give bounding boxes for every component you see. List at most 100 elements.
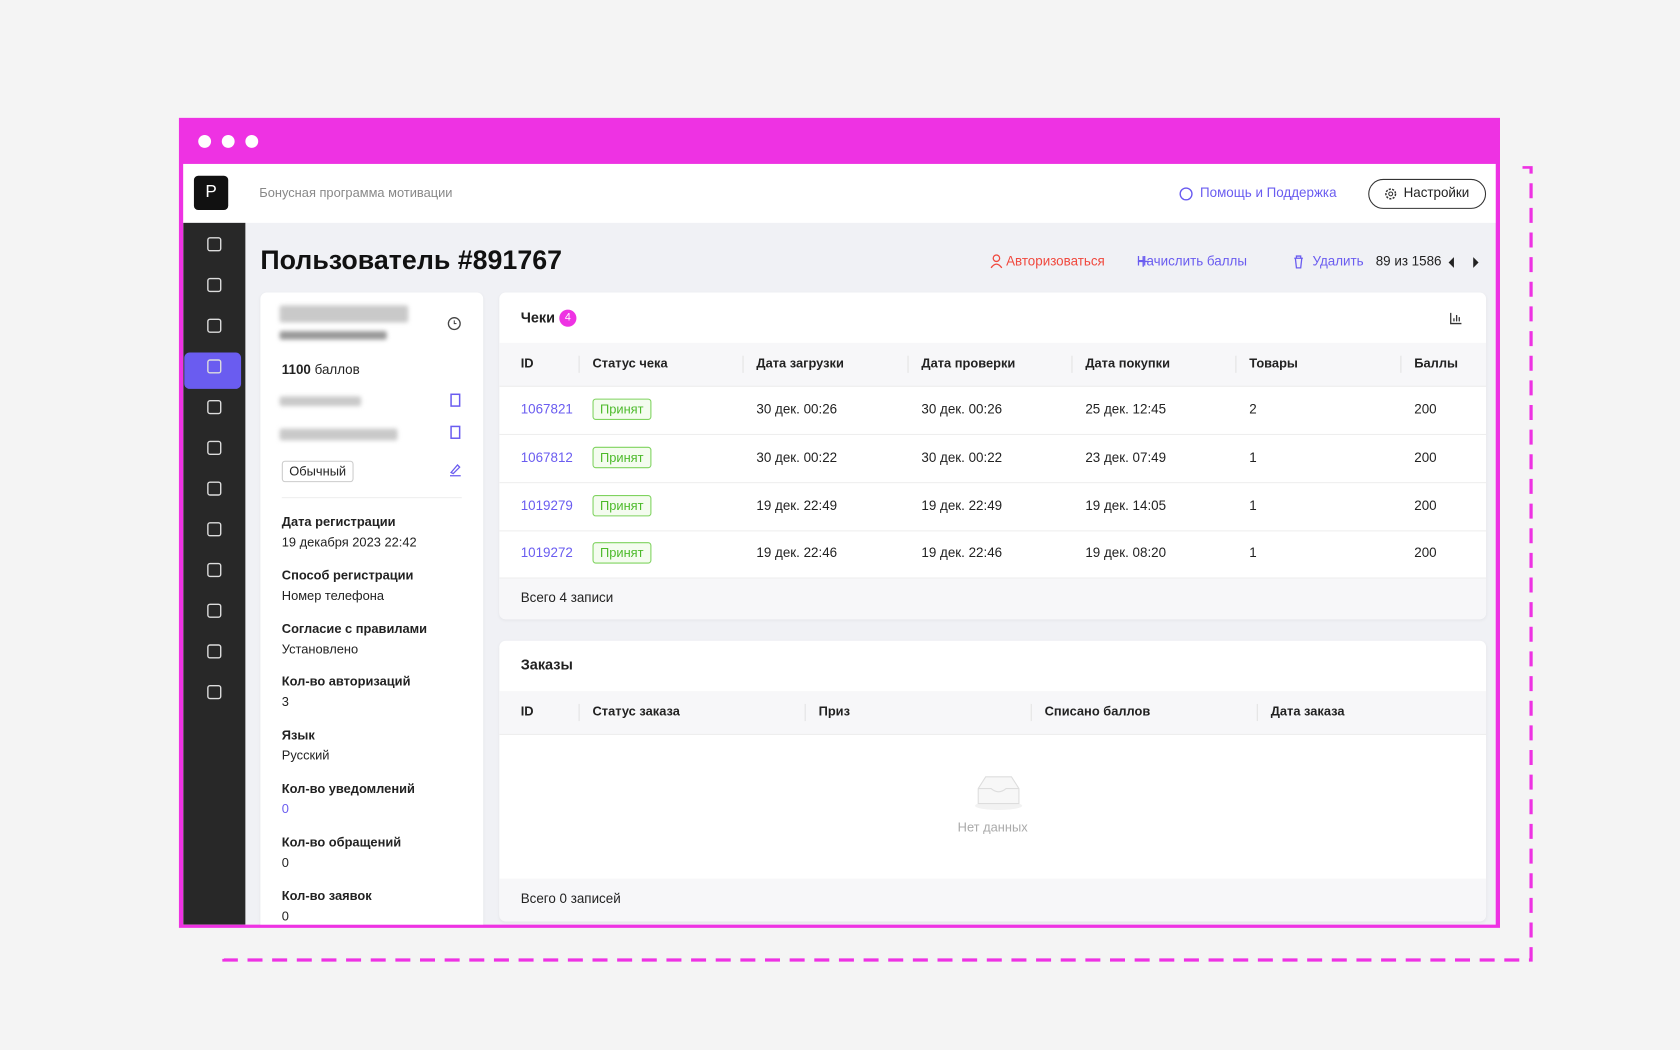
receipt-id-link[interactable]: 1019279 — [520, 497, 573, 513]
cell: 19 дек. 22:46 — [756, 545, 838, 561]
field-label: Кол-во обращений — [281, 834, 402, 850]
delete-icon — [1294, 255, 1303, 269]
cell: 200 — [1414, 401, 1437, 417]
status-tag: Обычный — [281, 460, 354, 483]
nav-icon[interactable] — [204, 234, 225, 255]
cell: 19 дек. 08:20 — [1085, 545, 1167, 561]
nav-icon[interactable] — [204, 519, 225, 540]
history-icon[interactable] — [447, 316, 462, 331]
points-unit: баллов — [314, 362, 360, 378]
sidebar — [183, 222, 246, 925]
brand[interactable]: P — [193, 175, 229, 211]
column-header: Приз — [818, 703, 850, 719]
receipt-id-link[interactable]: 1067812 — [520, 449, 573, 465]
pager: 89 из 1586 — [1375, 253, 1442, 269]
column-header: Статус чека — [592, 355, 668, 371]
action-delete[interactable]: Удалить — [1312, 253, 1364, 269]
status-tag: Принят — [592, 542, 652, 564]
field-value: 0 — [281, 854, 289, 870]
column-header: ID — [520, 355, 534, 371]
cell: 30 дек. 00:22 — [756, 449, 838, 465]
cell: 1 — [1249, 497, 1257, 513]
cell: 200 — [1414, 497, 1437, 513]
nav-icon[interactable] — [204, 478, 225, 499]
window-frame: P Бонусная программа мотивации Помощь и … — [178, 117, 1501, 928]
cell: 2 — [1249, 401, 1257, 417]
nav-icon[interactable] — [204, 641, 225, 662]
status-tag: Принят — [592, 494, 652, 516]
field-label: Согласие с правилами — [281, 620, 428, 636]
page-title: Пользователь #891767 — [260, 245, 563, 276]
action-add-points[interactable]: Начислить баллы — [1136, 253, 1247, 269]
field-value: Номер телефона — [281, 587, 385, 603]
action-icons — [990, 254, 1149, 269]
edit-icon[interactable] — [449, 462, 462, 477]
pager-arrows[interactable] — [1448, 256, 1480, 269]
points-value: 1100 — [281, 362, 311, 378]
orders-card: Заказы Нет данных Всего 0 записей ID Стат… — [499, 640, 1487, 922]
nav-icon[interactable] — [204, 437, 225, 458]
field-label: Способ регистрации — [281, 567, 414, 583]
receipts-badge: 4 — [559, 309, 577, 327]
field-value: 3 — [281, 694, 289, 710]
profile-card: 1100 баллов Обычный Дата регистрации 19 д… — [260, 292, 484, 925]
action-login[interactable]: Авторизоваться — [1006, 253, 1105, 269]
nav-icon[interactable] — [204, 315, 225, 336]
app: P Бонусная программа мотивации Помощь и … — [183, 163, 1496, 925]
field-value: 0 — [281, 801, 289, 817]
cell: 23 дек. 07:49 — [1085, 449, 1167, 465]
dashed-outline — [222, 166, 1533, 962]
field-label: Кол-во авторизаций — [281, 674, 411, 690]
chart-icon[interactable] — [1450, 312, 1463, 325]
cell: 30 дек. 00:26 — [921, 401, 1003, 417]
help-link[interactable]: Помощь и Поддержка — [1200, 185, 1337, 201]
column-header: Списано баллов — [1044, 703, 1151, 719]
status-tag: Принят — [592, 446, 652, 468]
cell: 30 дек. 00:26 — [756, 401, 838, 417]
cell: 19 дек. 22:46 — [921, 545, 1003, 561]
settings-button[interactable]: Настройки — [1368, 178, 1487, 209]
field-label: Кол-во заявок — [281, 887, 372, 903]
receipt-id-link[interactable]: 1067821 — [520, 401, 573, 417]
settings-label: Настройки — [1403, 185, 1470, 201]
empty-icon — [975, 776, 1023, 811]
field-label: Язык — [281, 727, 315, 743]
sidebar-active — [184, 352, 242, 389]
cell: 25 дек. 12:45 — [1085, 401, 1167, 417]
points: 1100 баллов — [282, 362, 360, 377]
column-header: Баллы — [1414, 355, 1458, 371]
field-label: Кол-во уведомлений — [281, 781, 415, 797]
cell: 1 — [1249, 545, 1257, 561]
nav-icon[interactable] — [204, 396, 225, 417]
empty-text: Нет данных — [957, 819, 1028, 835]
field-value: Русский — [281, 748, 330, 764]
cell: 1 — [1249, 449, 1257, 465]
nav-icon[interactable] — [204, 356, 225, 377]
field-value: Установлено — [281, 641, 359, 657]
cell: 19 дек. 22:49 — [756, 497, 838, 513]
column-header: Товары — [1249, 355, 1298, 371]
cell: 19 дек. 14:05 — [1085, 497, 1167, 513]
cell: 30 дек. 00:22 — [921, 449, 1003, 465]
orders-footer: Всего 0 записей — [520, 891, 621, 907]
column-header: Дата загрузки — [756, 355, 844, 371]
receipts-card: Чеки 4 Всего 4 записи ID Статус чека Дата … — [499, 292, 1487, 620]
field-label: Дата регистрации — [281, 514, 396, 530]
nav-icon[interactable] — [204, 600, 225, 621]
nav-icon[interactable] — [204, 274, 225, 295]
copy-icons[interactable] — [449, 393, 462, 440]
column-header: Дата покупки — [1085, 355, 1171, 371]
nav-icon[interactable] — [204, 559, 225, 580]
column-header: Дата проверки — [921, 355, 1016, 371]
receipt-id-link[interactable]: 1019272 — [520, 545, 573, 561]
header: P Бонусная программа мотивации Помощь и … — [183, 163, 1496, 223]
column-header: Дата заказа — [1270, 703, 1345, 719]
subtitle: Бонусная программа мотивации — [259, 185, 453, 201]
receipts-title: Чеки — [520, 309, 556, 326]
column-header: Статус заказа — [592, 703, 680, 719]
status-tag: Принят — [592, 398, 652, 421]
cell: 200 — [1414, 545, 1437, 561]
cell: 200 — [1414, 449, 1437, 465]
nav-icon[interactable] — [204, 681, 225, 702]
